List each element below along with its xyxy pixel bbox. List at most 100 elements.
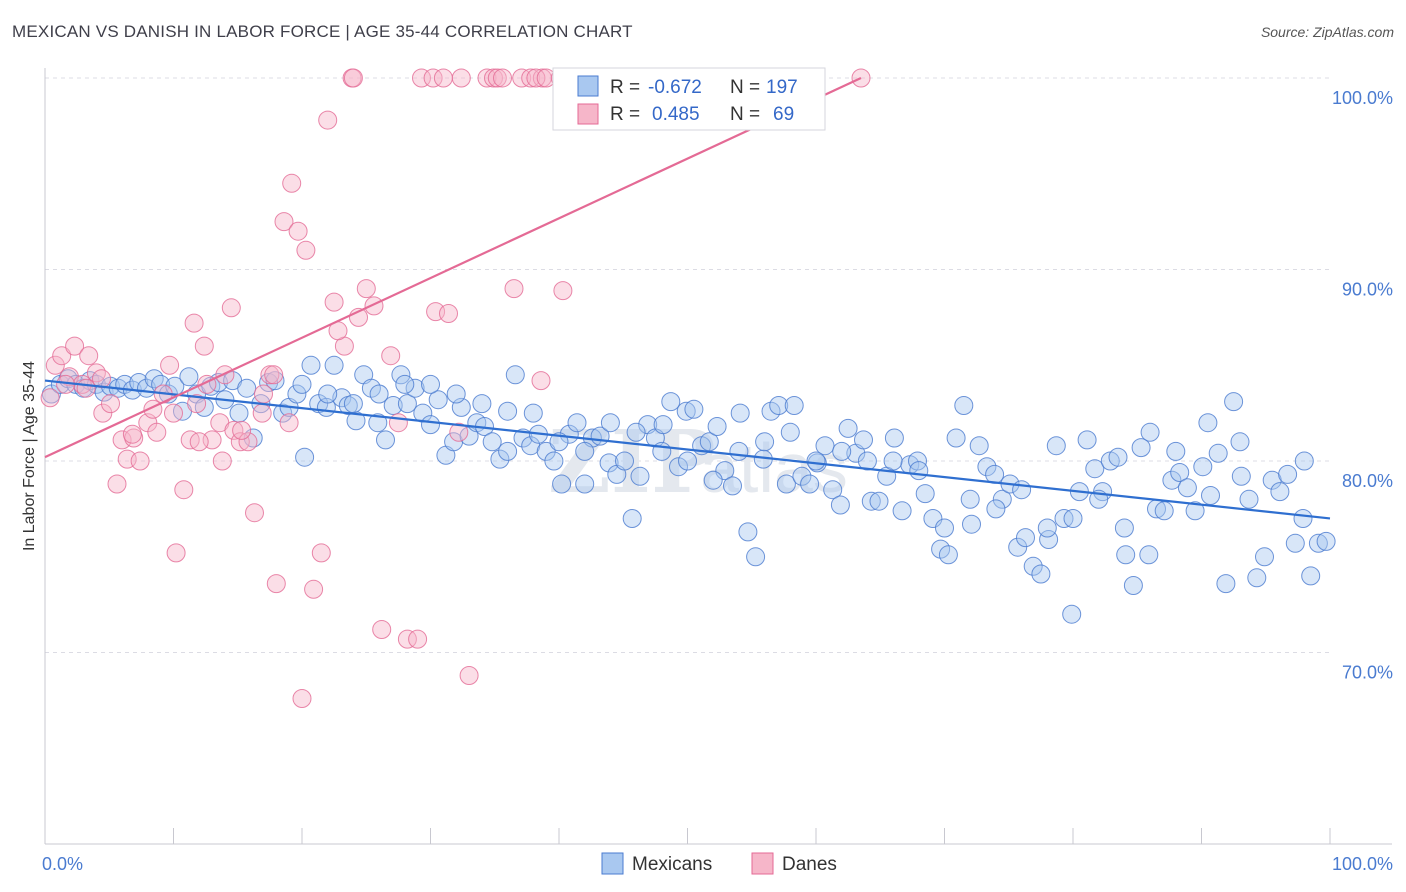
mexicans-point-176 (1063, 509, 1083, 528)
mexicans-point-83 (661, 392, 681, 412)
mexicans-point-143 (1123, 576, 1143, 595)
stats-n-value-1: 197 (766, 77, 798, 98)
danes-point-11 (112, 430, 132, 450)
mexicans-point-145 (1139, 545, 1159, 565)
mexicans-point-113 (892, 501, 912, 521)
mexicans-point-199 (472, 394, 492, 414)
danes-point-2 (52, 346, 72, 366)
danes-point-34 (274, 212, 294, 232)
mexicans-point-137 (1077, 430, 1097, 450)
danes-point-77 (232, 420, 252, 440)
danes-point-22 (187, 394, 207, 414)
mexicans-point-152 (1193, 457, 1213, 477)
legend-swatch-mexicans (601, 852, 624, 875)
danes-point-0 (40, 388, 60, 408)
mexicans-point-62 (498, 401, 518, 421)
danes-point-83 (122, 424, 142, 444)
mexicans-point-158 (1239, 489, 1259, 509)
mexicans-point-100 (792, 466, 812, 486)
mexicans-point-189 (729, 441, 749, 461)
y-tick-label-1: 80.0% (1342, 471, 1393, 491)
mexicans-point-77 (615, 451, 634, 471)
danes-point-10 (107, 474, 127, 494)
mexicans-point-75 (599, 453, 619, 473)
danes-point-58 (449, 422, 469, 442)
mexicans-point-92 (730, 403, 750, 423)
y-tick-labels: 70.0% 80.0% 90.0% 100.0% (1332, 88, 1393, 683)
danes-point-82 (164, 403, 183, 423)
danes-point-74 (851, 68, 871, 88)
danes-point-80 (292, 689, 312, 708)
mexicans-point-173 (1140, 422, 1160, 442)
stats-swatch-blue (577, 75, 599, 97)
danes-point-9 (101, 394, 120, 414)
danes-point-51 (408, 629, 428, 649)
mexicans-point-71 (567, 413, 587, 433)
mexicans-point-104 (823, 480, 843, 500)
mexicans-point-154 (1208, 443, 1228, 463)
danes-point-52 (412, 68, 431, 88)
danes-point-63 (504, 279, 524, 299)
danes-point-16 (147, 422, 167, 442)
mexicans-point-170 (1230, 432, 1250, 452)
mexicans-point-45 (368, 413, 388, 433)
mexicans-point-36 (301, 355, 321, 375)
danes-point-33 (266, 574, 286, 594)
legend-label-mexicans: Mexicans (632, 854, 712, 875)
mexicans-point-34 (287, 384, 307, 404)
mexicans-point-179 (986, 499, 1006, 519)
mexicans-point-64 (513, 428, 533, 448)
danes-point-68 (526, 68, 546, 88)
mexicans-point-46 (376, 430, 395, 450)
danes-point-39 (311, 543, 331, 563)
source-credit: Source: ZipAtlas.com (1260, 24, 1394, 40)
mexicans-point-47 (383, 396, 403, 415)
mexicans-point-177 (1037, 518, 1057, 538)
mexicans-point-44 (361, 378, 381, 398)
mexicans-point-147 (1154, 501, 1174, 521)
mexicans-point-157 (1231, 466, 1251, 486)
mexicans-point-130 (1023, 556, 1043, 576)
mexicans-point-98 (776, 474, 796, 494)
danes-point-8 (93, 403, 113, 423)
mexicans-point-198 (498, 441, 518, 461)
danes-point-81 (343, 68, 363, 88)
mexicans-point-164 (1285, 533, 1305, 553)
mexicans-point-49 (397, 394, 417, 414)
mexicans-point-84 (669, 457, 688, 477)
mexicans-point-144 (1131, 438, 1151, 458)
danes-point-1 (45, 355, 65, 375)
series-mexicans-points (41, 355, 1336, 624)
danes-point-47 (372, 620, 392, 639)
mexicans-point-97 (769, 396, 789, 415)
series-danes-points (40, 68, 871, 708)
mexicans-point-183 (883, 451, 903, 471)
mexicans-point-110 (869, 491, 889, 511)
mexicans-point-19 (179, 367, 199, 387)
mexicans-point-70 (559, 424, 579, 444)
mexicans-point-160 (1255, 547, 1274, 567)
danes-point-30 (245, 503, 264, 523)
mexicans-point-184 (857, 451, 877, 471)
danes-point-88 (264, 365, 284, 385)
danes-point-23 (194, 336, 214, 356)
mexicans-point-50 (405, 378, 425, 398)
mexicans-point-163 (1278, 464, 1298, 484)
mexicans-point-94 (746, 547, 766, 567)
danes-point-26 (215, 365, 235, 385)
stats-n-label-1: N = (730, 77, 760, 98)
mexicans-point-96 (761, 401, 781, 421)
danes-point-72 (553, 281, 573, 301)
mexicans-point-153 (1201, 486, 1220, 505)
mexicans-point-119 (938, 545, 958, 565)
mexicans-point-61 (490, 449, 510, 469)
stats-r-value-2: 0.485 (652, 104, 700, 125)
danes-point-35 (282, 173, 302, 193)
mexicans-point-188 (755, 432, 775, 452)
legend-swatch-danes (751, 852, 774, 875)
danes-point-36 (288, 221, 308, 241)
mexicans-point-72 (575, 474, 595, 494)
mexicans-point-167 (1308, 533, 1328, 553)
mexicans-point-123 (969, 436, 989, 456)
mexicans-point-141 (1108, 447, 1128, 467)
